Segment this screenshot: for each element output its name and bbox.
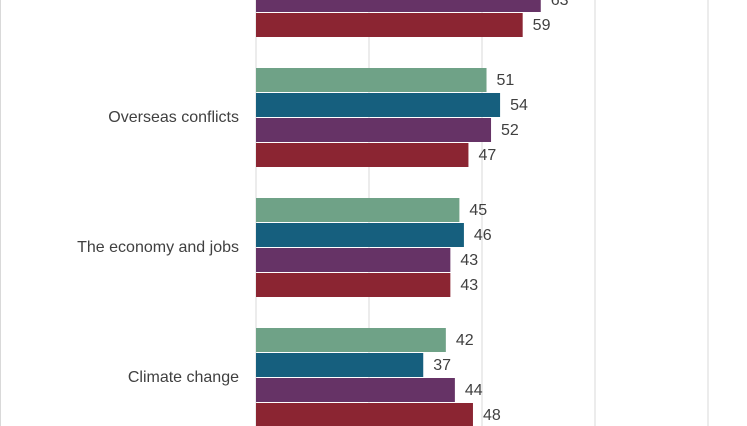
value-label: 44 xyxy=(465,382,483,399)
bar xyxy=(256,223,464,247)
value-label: 45 xyxy=(469,202,487,219)
bar xyxy=(256,198,460,222)
category-label: The economy and jobs xyxy=(77,239,239,256)
bar xyxy=(256,118,492,142)
category-label: Climate change xyxy=(128,369,239,386)
bar xyxy=(256,0,541,12)
value-label: 54 xyxy=(510,97,528,114)
value-label: 48 xyxy=(483,407,501,424)
bar xyxy=(256,378,455,402)
value-label: 59 xyxy=(533,17,551,34)
value-label: 46 xyxy=(474,227,492,244)
bar xyxy=(256,93,501,117)
bar xyxy=(256,328,446,352)
value-label: 43 xyxy=(460,277,478,294)
value-label: 42 xyxy=(456,332,474,349)
bar xyxy=(256,353,424,377)
category-label: Overseas conflicts xyxy=(108,109,239,126)
value-label: 43 xyxy=(460,252,478,269)
bar xyxy=(256,403,473,426)
value-label: 52 xyxy=(501,122,519,139)
value-label: 37 xyxy=(433,357,451,374)
bar xyxy=(256,68,487,92)
value-label: 47 xyxy=(478,147,496,164)
bar xyxy=(256,13,523,37)
bar xyxy=(256,143,469,167)
value-label: 51 xyxy=(497,72,515,89)
bar xyxy=(256,273,451,297)
value-label: 63 xyxy=(551,0,569,9)
bar xyxy=(256,248,451,272)
